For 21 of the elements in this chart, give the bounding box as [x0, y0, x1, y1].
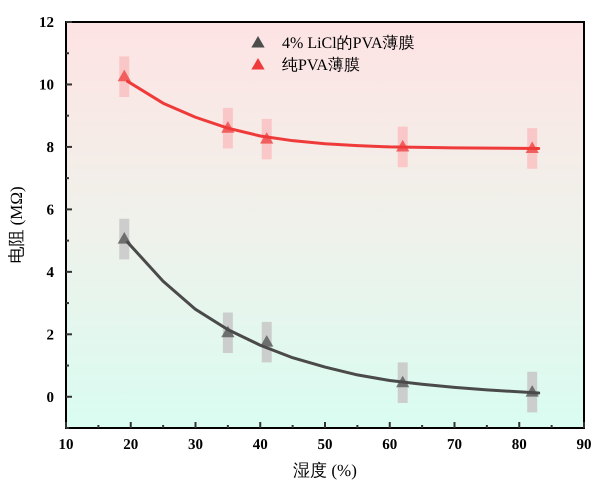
x-tick-label: 90: [576, 437, 592, 453]
x-tick-label: 30: [188, 437, 203, 453]
point: [118, 70, 131, 82]
y-tick-label: 6: [46, 202, 54, 218]
x-tick-label: 20: [123, 437, 138, 453]
x-tick-label: 50: [318, 437, 332, 453]
y-tick-label: 2: [46, 327, 54, 344]
y-tick-label: 12: [39, 15, 54, 31]
y-axis-title: 电阻 (MΩ): [7, 186, 26, 264]
legend-label: 4% LiCl的PVA薄膜: [282, 34, 415, 52]
legend-label: 纯PVA薄膜: [282, 56, 360, 74]
y-tick-label: 8: [46, 140, 54, 156]
x-tick-label: 80: [512, 437, 527, 453]
y-tick-label: 4: [46, 264, 54, 281]
x-axis-title: 湿度 (%): [293, 461, 357, 480]
x-tick-label: 10: [58, 437, 74, 453]
x-tick-label: 60: [382, 437, 398, 453]
y-tick-label: 10: [39, 77, 54, 94]
x-tick-label: 70: [447, 437, 462, 453]
x-tick-label: 40: [252, 437, 268, 453]
y-tick-label: 0: [46, 390, 54, 406]
